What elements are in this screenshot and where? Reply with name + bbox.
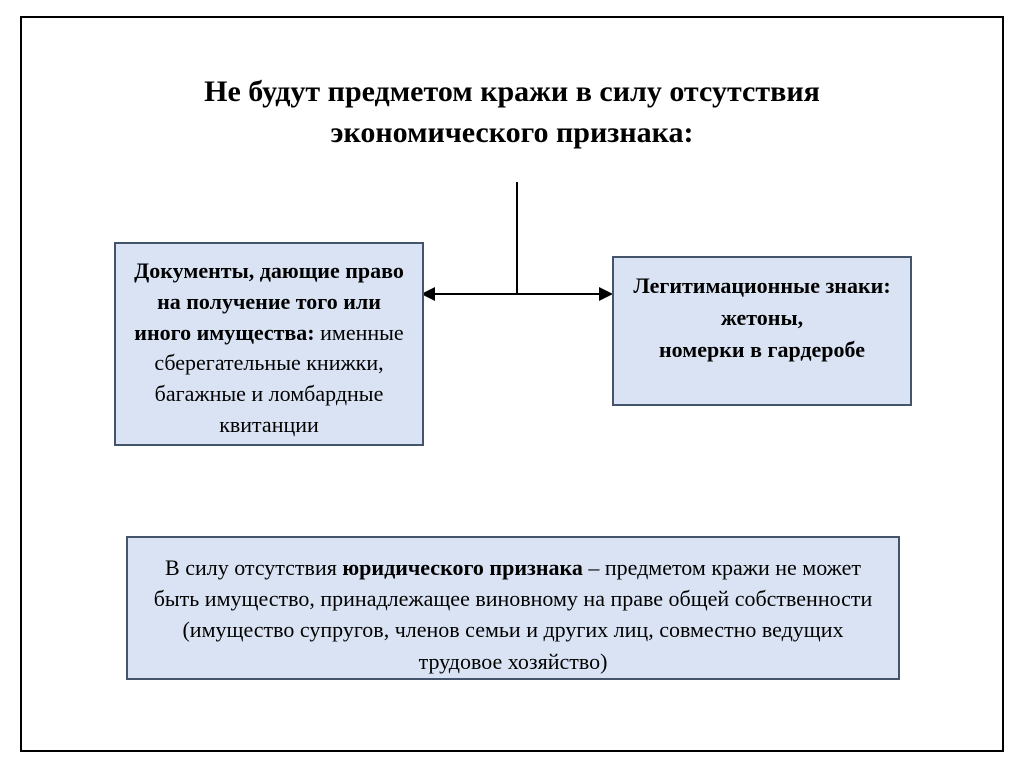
right-box: Легитимационные знаки: жетоны, номерки в… — [612, 256, 912, 406]
right-box-bold: Легитимационные знаки: — [628, 270, 896, 302]
left-box: Документы, дающие право на получение тог… — [114, 242, 424, 446]
connector-horizontal — [432, 293, 602, 295]
arrow-right-icon — [599, 287, 613, 301]
slide-title: Не будут предметом кражи в силу отсутств… — [122, 72, 902, 153]
connector-vertical — [516, 182, 518, 294]
slide-frame: Не будут предметом кражи в силу отсутств… — [20, 16, 1004, 752]
bottom-box-pre: В силу отсутствия — [165, 555, 342, 580]
bottom-box-bold: юридического признака — [342, 555, 583, 580]
bottom-box: В силу отсутствия юридического признака … — [126, 536, 900, 680]
right-box-rest: жетоны, номерки в гардеробе — [628, 302, 896, 366]
